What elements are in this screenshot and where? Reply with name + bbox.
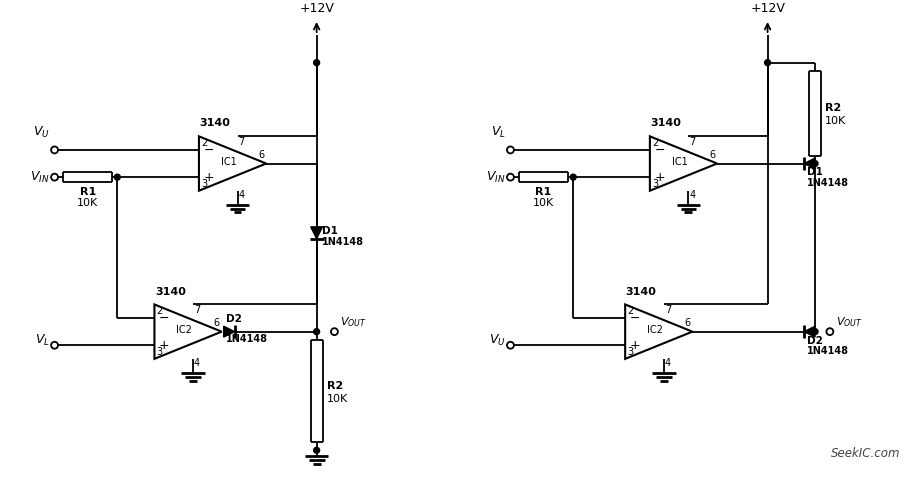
Text: 3: 3	[157, 347, 162, 357]
Polygon shape	[804, 158, 815, 169]
Text: 2: 2	[652, 138, 658, 148]
Text: R2: R2	[326, 381, 343, 391]
Text: +12V: +12V	[751, 2, 785, 15]
Text: R1: R1	[536, 187, 551, 197]
Text: $V_{IN}$: $V_{IN}$	[30, 170, 50, 185]
Polygon shape	[311, 227, 323, 239]
Text: 3: 3	[201, 179, 207, 189]
Text: +12V: +12V	[299, 2, 334, 15]
Text: IC1: IC1	[671, 157, 688, 166]
Text: −: −	[655, 143, 665, 156]
Text: $V_{OUT}$: $V_{OUT}$	[836, 315, 862, 329]
Text: 10K: 10K	[77, 198, 99, 208]
Text: +: +	[204, 171, 214, 184]
Text: 3: 3	[627, 347, 633, 357]
Text: 6: 6	[258, 150, 265, 160]
Circle shape	[571, 174, 576, 180]
Text: $V_{IN}$: $V_{IN}$	[486, 170, 505, 185]
Text: 1N4148: 1N4148	[807, 178, 849, 188]
Text: 4: 4	[194, 358, 200, 368]
Text: 7: 7	[194, 305, 200, 315]
Text: 1N4148: 1N4148	[226, 334, 267, 344]
Text: SeekIC.com: SeekIC.com	[831, 447, 900, 460]
Text: 3140: 3140	[199, 119, 230, 129]
Text: D2: D2	[226, 314, 242, 324]
Polygon shape	[804, 326, 815, 337]
Text: 2: 2	[201, 138, 207, 148]
Text: +: +	[159, 339, 170, 352]
Text: +: +	[655, 171, 665, 184]
Text: 1N4148: 1N4148	[807, 347, 849, 357]
Text: −: −	[160, 312, 170, 325]
Text: 4: 4	[690, 190, 695, 200]
Text: IC2: IC2	[647, 325, 663, 335]
Text: $V_U$: $V_U$	[33, 125, 50, 140]
Text: 6: 6	[709, 150, 715, 160]
Text: $V_L$: $V_L$	[35, 333, 50, 348]
Text: 1N4148: 1N4148	[322, 237, 363, 247]
Text: 10K: 10K	[326, 394, 348, 404]
Text: 2: 2	[627, 306, 633, 316]
Text: 3140: 3140	[155, 286, 185, 296]
Text: 4: 4	[239, 190, 244, 200]
Polygon shape	[155, 304, 221, 359]
Text: 6: 6	[684, 318, 691, 328]
Text: 3: 3	[652, 179, 658, 189]
Circle shape	[313, 60, 320, 65]
Polygon shape	[625, 304, 692, 359]
Text: 4: 4	[665, 358, 671, 368]
Text: 3140: 3140	[650, 119, 681, 129]
Text: 10K: 10K	[533, 198, 554, 208]
Polygon shape	[199, 136, 266, 191]
Circle shape	[764, 60, 771, 65]
Text: 10K: 10K	[825, 116, 846, 126]
Text: +: +	[630, 339, 641, 352]
Text: IC1: IC1	[220, 157, 236, 166]
Polygon shape	[650, 136, 717, 191]
Polygon shape	[224, 326, 234, 337]
Text: IC2: IC2	[176, 325, 192, 335]
Text: D1: D1	[807, 167, 823, 177]
Circle shape	[114, 174, 120, 180]
Text: $V_U$: $V_U$	[489, 333, 505, 348]
Circle shape	[313, 329, 320, 335]
Text: 3140: 3140	[625, 286, 656, 296]
Text: 7: 7	[665, 305, 671, 315]
Text: D2: D2	[807, 336, 823, 346]
Text: 7: 7	[239, 137, 244, 147]
Circle shape	[812, 161, 818, 166]
Text: 2: 2	[157, 306, 162, 316]
Circle shape	[313, 447, 320, 453]
Text: 6: 6	[214, 318, 219, 328]
Text: R1: R1	[79, 187, 96, 197]
Text: $V_L$: $V_L$	[491, 125, 505, 140]
Text: −: −	[630, 312, 640, 325]
Text: $V_{OUT}$: $V_{OUT}$	[340, 315, 367, 329]
Text: −: −	[204, 143, 214, 156]
Text: D1: D1	[322, 226, 337, 236]
Text: 7: 7	[690, 137, 696, 147]
Text: R2: R2	[825, 103, 841, 113]
Circle shape	[812, 329, 818, 335]
